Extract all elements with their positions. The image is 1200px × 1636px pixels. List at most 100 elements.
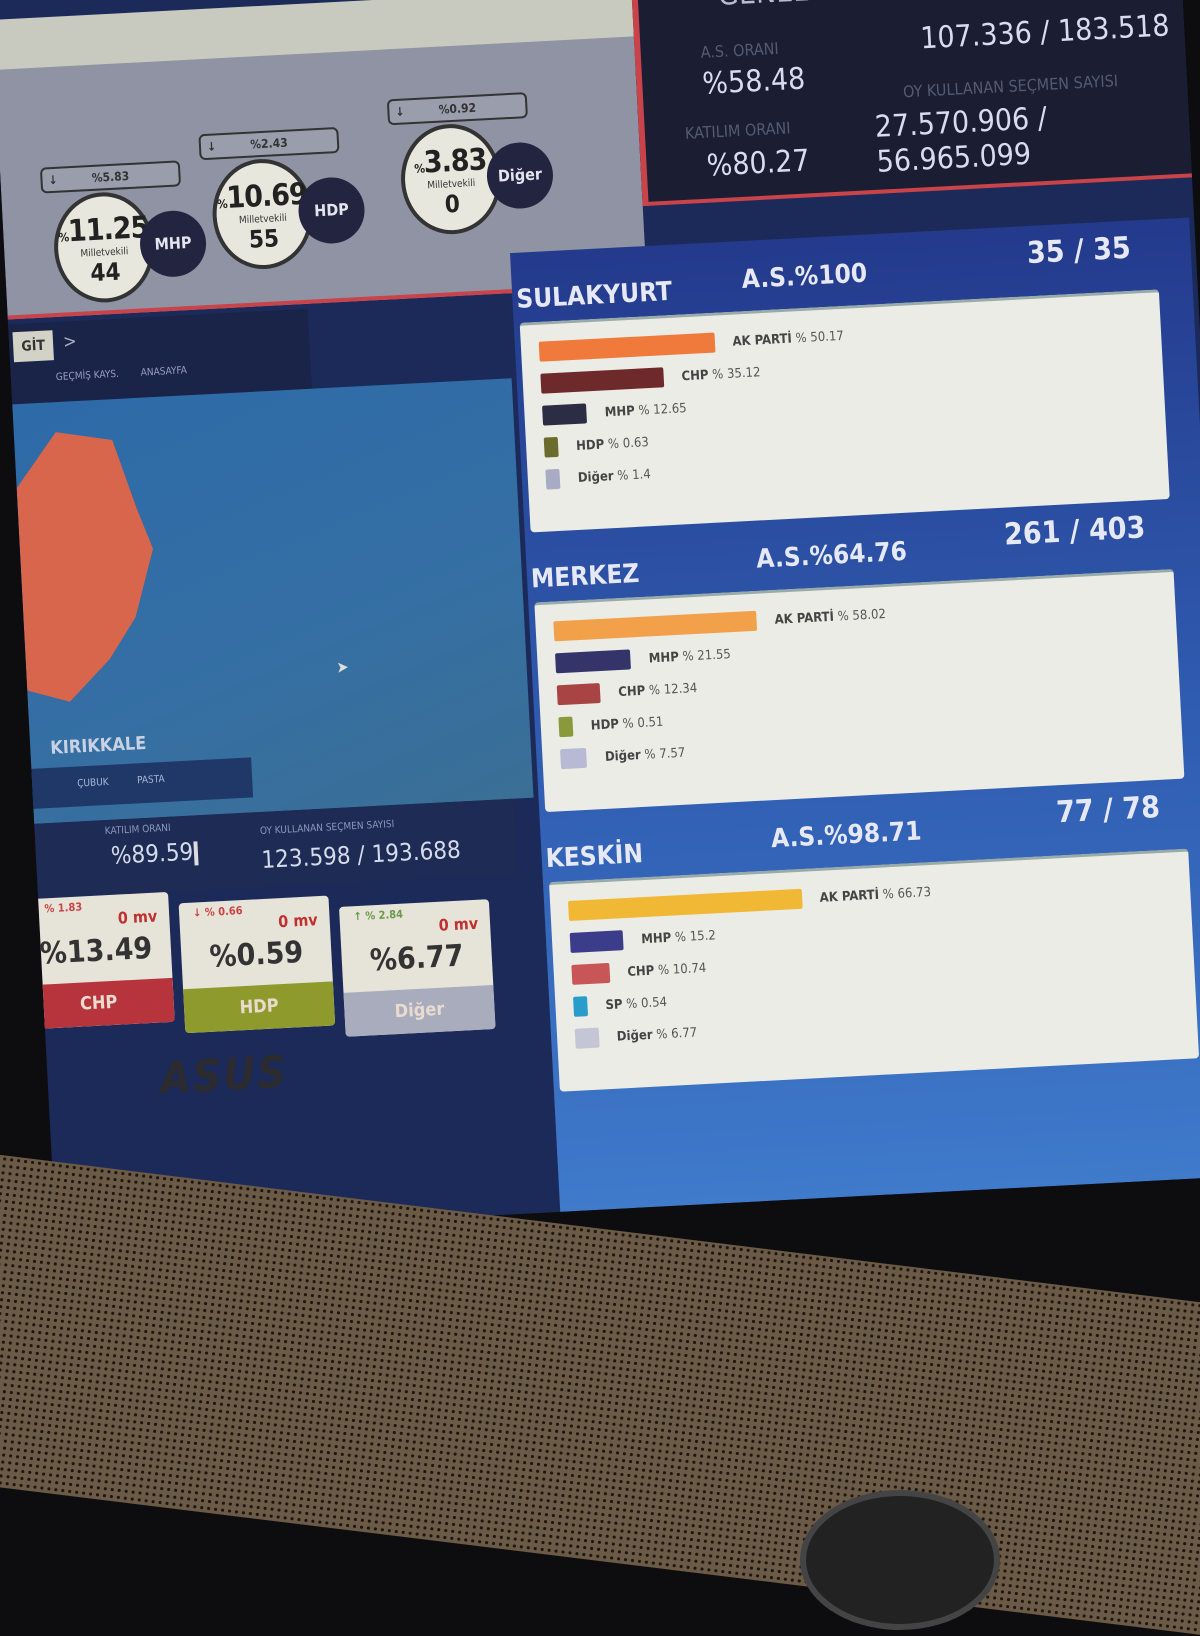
voters-label: OY KULLANAN SEÇMEN SAYISI xyxy=(902,71,1119,102)
mp-count: 44 xyxy=(89,257,122,288)
district-name: MERKEZ xyxy=(530,558,641,595)
result-bar-chp xyxy=(571,962,610,985)
party-name: HDP xyxy=(183,981,336,1034)
province-name: KIRIKKALE xyxy=(49,732,147,759)
mp-count: 0 xyxy=(444,189,461,219)
party-card-diğer[interactable]: ↓ %0.92 %3.83 Milletvekili 0 Diğer xyxy=(386,92,555,237)
result-bar-hdp xyxy=(543,436,559,458)
change-value: %0.92 xyxy=(438,100,477,117)
party-name: AK PARTİ xyxy=(819,887,880,906)
party-name: Diğer xyxy=(604,747,642,765)
party-name: CHP xyxy=(681,367,709,384)
turnout-value: %80.27 xyxy=(705,143,811,184)
party-name: MHP xyxy=(640,930,672,947)
district-sulakyurt: SULAKYURT A.S.%100 35 / 35 AK PARTİ % 50.17… xyxy=(511,231,1184,543)
party-name: Diğer xyxy=(343,985,496,1037)
result-bar-ak-parti̇ xyxy=(538,332,716,362)
chevron-right-icon[interactable]: > xyxy=(62,330,78,353)
result-label: MHP % 21.55 xyxy=(648,647,731,666)
district-results-chart: AK PARTİ % 66.73 MHP % 15.2 CHP % 10.74 SP … xyxy=(548,848,1200,1092)
party-name: HDP xyxy=(575,437,605,454)
result-bar-diğer xyxy=(560,747,588,770)
party-card-hdp[interactable]: ↓ %2.43 %10.69 Milletvekili 55 HDP xyxy=(198,126,367,272)
change-indicator: ↑ % 2.84 xyxy=(353,908,403,924)
arrow-down-icon: ↓ xyxy=(395,104,405,119)
tab-home[interactable]: ANASAYFA xyxy=(140,365,188,379)
party-card-chp[interactable]: ↓ % 1.83 0 mv %13.49 CHP xyxy=(18,891,175,1030)
district-as-rate: A.S.%100 xyxy=(740,258,868,296)
result-bar-chp xyxy=(556,683,601,706)
result-bar-ak-parti̇ xyxy=(567,888,803,921)
mp-count: 0 mv xyxy=(438,913,479,935)
turnout-label: KATILIM ORANI xyxy=(684,118,791,143)
tab-history[interactable]: GEÇMİŞ KAYS. xyxy=(55,368,120,384)
vote-percent-value: 3.83 xyxy=(422,142,488,181)
party-percent: % 7.57 xyxy=(644,745,686,763)
party-card-hdp[interactable]: ↓ % 0.66 0 mv %0.59 HDP xyxy=(178,895,336,1034)
vote-percent: %3.83 xyxy=(413,142,488,181)
party-percent: % 21.55 xyxy=(682,646,732,665)
result-label: MHP % 12.65 xyxy=(604,401,687,420)
party-name: AK PARTİ xyxy=(732,331,793,350)
party-percent: % 50.17 xyxy=(795,328,845,346)
vote-percent: %0.59 xyxy=(208,934,305,975)
party-card-diğer[interactable]: ↑ % 2.84 0 mv %6.77 Diğer xyxy=(338,899,496,1037)
district-name: KESKİN xyxy=(544,839,644,875)
arrow-down-icon: ↓ xyxy=(206,139,217,154)
go-button[interactable]: GİT xyxy=(12,330,54,363)
mp-count: 0 mv xyxy=(117,906,158,928)
turnout-label: KATILIM ORANI xyxy=(104,822,171,838)
result-label: HDP % 0.63 xyxy=(576,435,649,454)
result-row: Diğer % 6.77 xyxy=(574,1021,698,1049)
district-name: SULAKYURT xyxy=(515,276,673,315)
party-card-mhp[interactable]: ↓ %5.83 %11.25 Milletvekili 44 MHP xyxy=(39,160,208,305)
vote-percent: %6.77 xyxy=(369,938,465,979)
province-map: ➤ KIRIKKALE ÇUBUK PASTA xyxy=(12,378,534,824)
tab-bar-view[interactable]: ÇUBUK xyxy=(76,776,109,790)
volume-knob xyxy=(800,1490,1000,1630)
party-name: HDP xyxy=(590,716,620,734)
party-name: Diğer xyxy=(577,468,615,486)
result-bar-diğer xyxy=(545,468,561,490)
map-region-kirikkale[interactable] xyxy=(14,427,168,704)
arrow-down-icon: ↓ xyxy=(192,906,206,920)
vote-percent: %10.69 xyxy=(216,176,308,216)
result-label: AK PARTİ % 66.73 xyxy=(819,885,931,906)
party-percent: % 12.34 xyxy=(648,680,698,698)
party-percent: % 10.74 xyxy=(657,960,707,978)
result-label: Diğer % 6.77 xyxy=(616,1025,697,1044)
speaker-grille xyxy=(0,1150,1200,1636)
vote-percent-value: 10.69 xyxy=(225,176,308,216)
result-row: AK PARTİ % 50.17 xyxy=(538,325,845,363)
district-results-panel: SULAKYURT A.S.%100 35 / 35 AK PARTİ % 50.17… xyxy=(510,217,1200,1212)
district-ballot-count: 261 / 403 xyxy=(1003,510,1147,553)
district-keski̇n: KESKİN A.S.%98.71 77 / 78 AK PARTİ % 66.73 M… xyxy=(540,790,1200,1102)
result-label: CHP % 12.34 xyxy=(618,680,698,699)
result-row: HDP % 0.63 xyxy=(543,431,650,458)
arrow-down-icon: ↓ xyxy=(32,902,45,917)
vote-percent: %11.25 xyxy=(58,210,150,250)
party-name: SP xyxy=(605,996,623,1013)
arrow-down-icon: ↓ xyxy=(48,172,58,188)
party-name: AK PARTİ xyxy=(774,609,835,628)
party-percent: % 0.54 xyxy=(625,994,668,1012)
district-as-rate: A.S.%98.71 xyxy=(770,816,923,855)
result-bar-chp xyxy=(540,367,665,394)
vote-percent-value: 11.25 xyxy=(67,210,150,250)
party-name: Diğer xyxy=(616,1027,653,1045)
result-bar-mhp xyxy=(555,649,632,674)
result-label: Diğer % 7.57 xyxy=(605,745,686,764)
result-row: MHP % 12.65 xyxy=(542,397,687,427)
result-label: HDP % 0.51 xyxy=(590,714,663,733)
result-row: AK PARTİ % 66.73 xyxy=(567,881,932,922)
tab-pie-view[interactable]: PASTA xyxy=(136,773,165,787)
turnout-value: %89.59 xyxy=(110,837,194,870)
party-name: MHP xyxy=(648,649,680,666)
district-results-chart: AK PARTİ % 50.17 CHP % 35.12 MHP % 12.65 HD… xyxy=(519,289,1170,533)
result-row: MHP % 15.2 xyxy=(569,924,717,954)
result-row: HDP % 0.51 xyxy=(558,711,664,738)
as-rate-label: A.S. ORANI xyxy=(700,38,780,62)
arrow-up-icon: ↑ xyxy=(353,909,366,924)
party-percent: % 15.2 xyxy=(674,927,717,945)
ballot-box-count: 107.336 / 183.518 xyxy=(919,8,1171,57)
